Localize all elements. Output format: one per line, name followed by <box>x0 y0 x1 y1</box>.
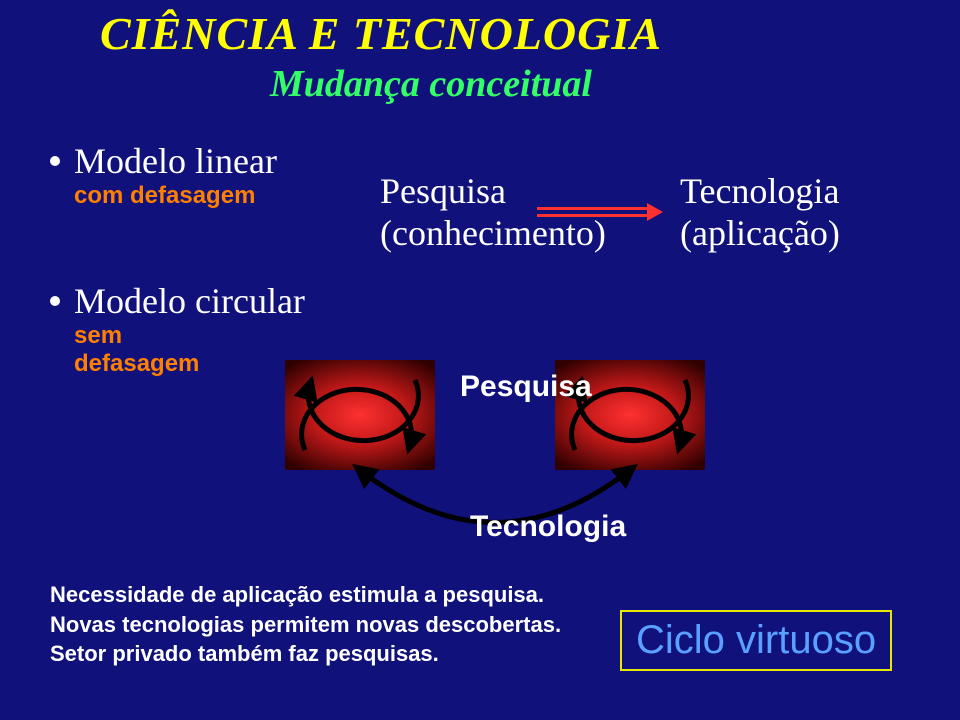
slide: CIÊNCIA E TECNOLOGIA Mudança conceitual … <box>0 0 960 720</box>
bullet-dot-icon <box>50 296 60 306</box>
bottom-line2: Novas tecnologias permitem novas descobe… <box>50 610 590 640</box>
bullet-modelo-linear: Modelo linear com defasagem <box>50 140 277 210</box>
slide-title: CIÊNCIA E TECNOLOGIA <box>100 10 662 58</box>
bullet1-main: Modelo linear <box>74 140 277 182</box>
circular-label-tecnologia: Tecnologia <box>470 510 626 544</box>
bottom-line3: Setor privado também faz pesquisas. <box>50 639 590 669</box>
linear-arrow-icon <box>537 202 665 222</box>
slide-subtitle: Mudança conceitual <box>270 62 592 106</box>
bullet-dot-icon <box>50 156 60 166</box>
linear-right-top: Tecnologia <box>680 170 839 212</box>
bottom-line1: Necessidade de aplicação estimula a pesq… <box>50 580 590 610</box>
ciclo-virtuoso-box: Ciclo virtuoso <box>620 610 892 671</box>
bullet1-sub: com defasagem <box>74 182 277 210</box>
bottom-text-block: Necessidade de aplicação estimula a pesq… <box>50 580 590 669</box>
linear-right-bottom: (aplicação) <box>680 212 840 254</box>
bullet2-main: Modelo circular <box>74 280 305 322</box>
circular-label-pesquisa: Pesquisa <box>460 370 592 404</box>
linear-left-top: Pesquisa <box>380 170 506 212</box>
